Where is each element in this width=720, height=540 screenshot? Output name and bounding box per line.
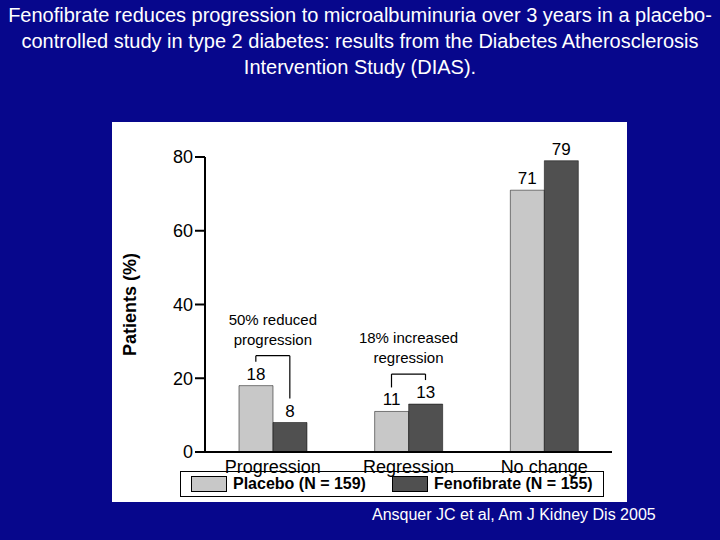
svg-text:20: 20 [173, 369, 193, 389]
svg-text:0: 0 [183, 442, 193, 462]
svg-text:60: 60 [173, 221, 193, 241]
html-text:Ansquer JC et al, Am J Kidney: Ansquer JC et al, Am J Kidney Dis 2005 [372, 506, 656, 523]
html-text:50% reduced progression: 50% reduced progression [228, 310, 317, 348]
html-text:Fenofibrate (N = 155): Fenofibrate (N = 155) [434, 475, 593, 492]
svg-text:Patients (%): Patients (%) [120, 253, 140, 356]
svg-text:18: 18 [247, 365, 266, 384]
svg-text:8: 8 [285, 402, 294, 421]
svg-text:13: 13 [416, 383, 435, 402]
html-text:Placebo (N = 159): Placebo (N = 159) [233, 475, 366, 492]
svg-text:40: 40 [173, 295, 193, 315]
svg-text:79: 79 [552, 140, 571, 159]
html-text:18% increased regression: 18% increased regression [358, 329, 459, 367]
svg-text:80: 80 [173, 147, 193, 167]
svg-text:Regression: Regression [363, 457, 454, 477]
html-text:Fenofibrate reduces progressio: Fenofibrate reduces progression to micro… [8, 4, 712, 78]
svg-text:71: 71 [518, 169, 537, 188]
svg-text:No change: No change [501, 457, 588, 477]
svg-text:11: 11 [383, 390, 401, 409]
svg-text:Progression: Progression [225, 457, 321, 477]
